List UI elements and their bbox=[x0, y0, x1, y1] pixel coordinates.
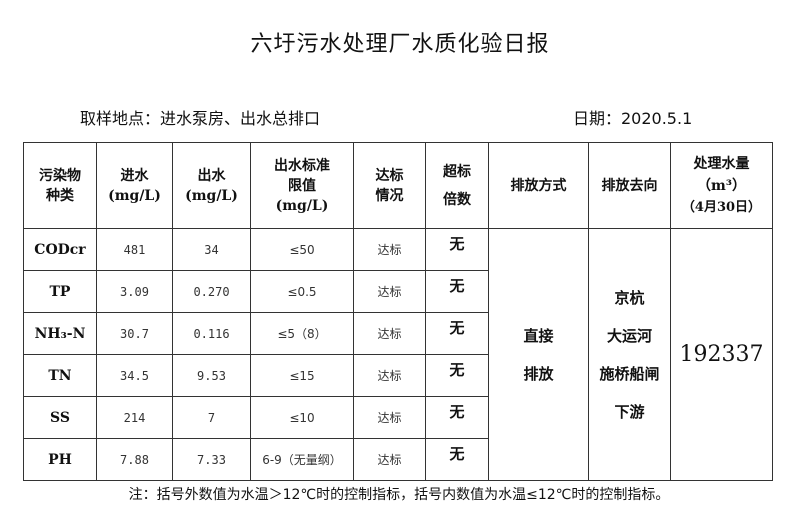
pollutant-name: TN bbox=[23, 354, 97, 397]
discharge-destination: 京杭 大运河 施桥船闸 下游 bbox=[588, 228, 671, 481]
exceed-value: 无 bbox=[425, 438, 489, 481]
report-date: 日期：2020.5.1 bbox=[573, 109, 693, 128]
compliance-status: 达标 bbox=[353, 354, 426, 397]
header-row: 污染物 种类 进水 (mg/L) 出水 (mg/L) 出水标准 限值 (mg/L) 达标情… bbox=[23, 142, 773, 229]
compliance-status: 达标 bbox=[353, 312, 426, 355]
exceed-value: 无 bbox=[425, 312, 489, 355]
table-row: CODcr 481 34 ≤50 达标无直接 排放 京杭 大运河 施桥船闸 下游 192337 bbox=[23, 228, 773, 481]
compliance-status: 达标 bbox=[353, 396, 426, 439]
inflow-value: 34.5 bbox=[96, 354, 173, 397]
pollutant-name: PH bbox=[23, 438, 97, 481]
inflow-value: 481 bbox=[96, 228, 173, 271]
water-quality-table: 污染物 种类 进水 (mg/L) 出水 (mg/L) 出水标准 限值 (mg/L) 达标情… bbox=[23, 142, 773, 481]
exceed-value: 无 bbox=[425, 228, 489, 271]
inflow-value: 214 bbox=[96, 396, 173, 439]
discharge-method: 直接 排放 bbox=[488, 228, 589, 481]
header-limit: 出水标准 限值 (mg/L) bbox=[250, 142, 354, 229]
table-row: TP 3.09 0.270 ≤0.5 达标无 bbox=[23, 270, 773, 313]
outflow-value: 34 bbox=[172, 228, 251, 271]
outflow-value: 9.53 bbox=[172, 354, 251, 397]
compliance-status: 达标 bbox=[353, 270, 426, 313]
compliance-status: 达标 bbox=[353, 228, 426, 271]
header-volume: 处理水量 （m³） （4月30日） bbox=[670, 142, 773, 229]
outflow-value: 0.270 bbox=[172, 270, 251, 313]
limit-value: 6-9（无量纲） bbox=[250, 438, 354, 481]
exceed-value: 无 bbox=[425, 396, 489, 439]
footnote: 注：括号外数值为水温＞12℃时的控制指标，括号内数值为水温≤12℃时的控制指标。 bbox=[128, 487, 670, 503]
header-inflow: 进水 (mg/L) bbox=[96, 142, 173, 229]
pollutant-name: CODcr bbox=[23, 228, 97, 271]
header-outflow: 出水 (mg/L) bbox=[172, 142, 251, 229]
header-discharge-dest: 排放去向 bbox=[588, 142, 671, 229]
report-title: 六圩污水处理厂水质化验日报 bbox=[250, 32, 550, 57]
table-row: TN 34.5 9.53 ≤15 达标无 bbox=[23, 354, 773, 397]
table-row: SS 214 7 ≤10 达标无 bbox=[23, 396, 773, 439]
table-row: NH₃-N 30.7 0.116 ≤5（8） 达标无 bbox=[23, 312, 773, 355]
header-discharge-method: 排放方式 bbox=[488, 142, 589, 229]
compliance-status: 达标 bbox=[353, 438, 426, 481]
pollutant-name: SS bbox=[23, 396, 97, 439]
exceed-value: 无 bbox=[425, 270, 489, 313]
sampling-location: 取样地点：进水泵房、出水总排口 bbox=[80, 109, 321, 128]
outflow-value: 7.33 bbox=[172, 438, 251, 481]
inflow-value: 30.7 bbox=[96, 312, 173, 355]
outflow-value: 7 bbox=[172, 396, 251, 439]
table-row: PH 7.88 7.33 6-9（无量纲） 达标无 bbox=[23, 438, 773, 481]
treated-volume: 192337 bbox=[670, 228, 773, 481]
report-body: 污染物 种类 进水 (mg/L) 出水 (mg/L) 出水标准 限值 (mg/L) 达标情… bbox=[23, 142, 775, 505]
exceed-value: 无 bbox=[425, 354, 489, 397]
limit-value: ≤5（8） bbox=[250, 312, 354, 355]
header-exceed: 超标 倍数 bbox=[425, 142, 489, 229]
inflow-value: 3.09 bbox=[96, 270, 173, 313]
limit-value: ≤10 bbox=[250, 396, 354, 439]
pollutant-name: NH₃-N bbox=[23, 312, 97, 355]
pollutant-name: TP bbox=[23, 270, 97, 313]
inflow-value: 7.88 bbox=[96, 438, 173, 481]
outflow-value: 0.116 bbox=[172, 312, 251, 355]
limit-value: ≤50 bbox=[250, 228, 354, 271]
limit-value: ≤15 bbox=[250, 354, 354, 397]
header-pollutant: 污染物 种类 bbox=[23, 142, 97, 229]
limit-value: ≤0.5 bbox=[250, 270, 354, 313]
header-compliance: 达标 情况 bbox=[353, 142, 426, 229]
